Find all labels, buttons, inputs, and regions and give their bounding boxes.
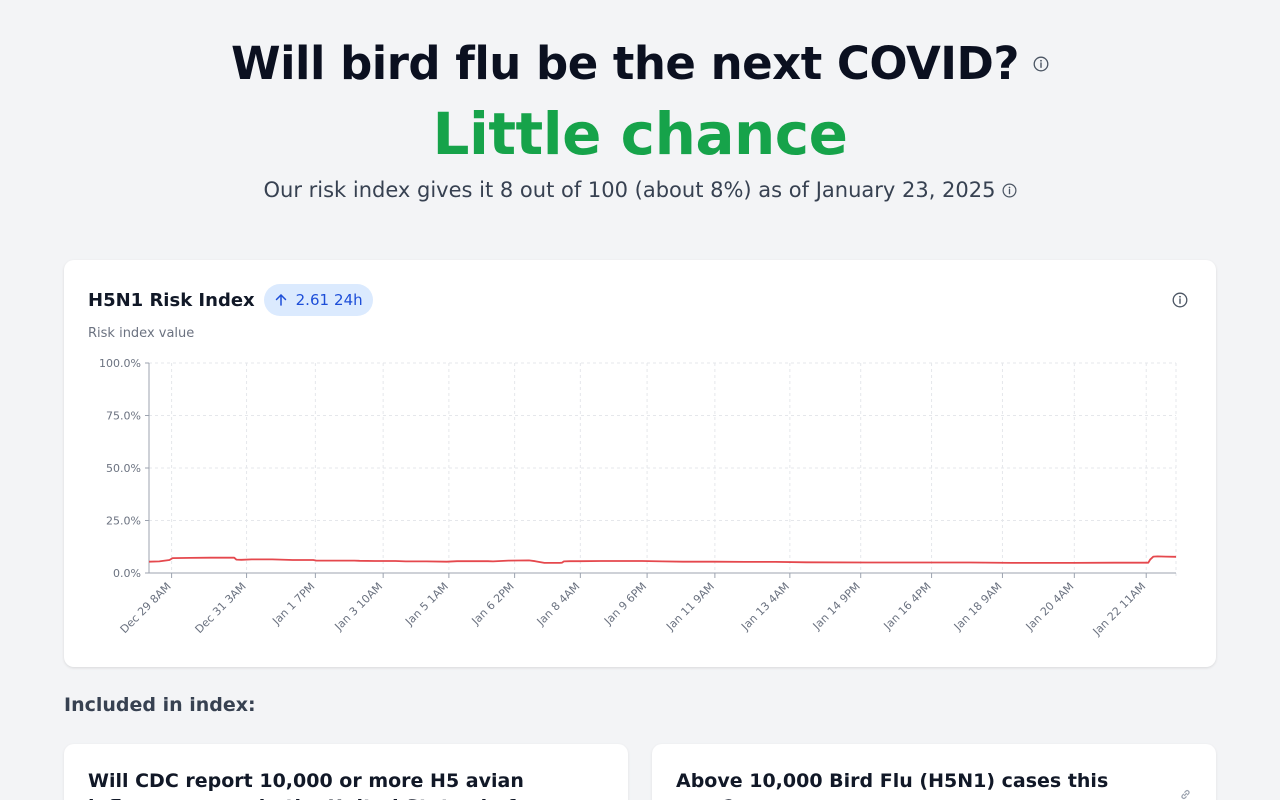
page-title: Will bird flu be the next COVID? [231,36,1049,92]
series-layer [148,555,1177,564]
included-heading: Included in index: [64,694,256,716]
verdict: Little chance [432,100,848,168]
series-line [148,555,1177,564]
x-tick-label: Jan 14 9PM [810,580,863,633]
market-title-row: Above 10,000 Bird Flu (H5N1) cases this … [676,768,1192,800]
card-header: H5N1 Risk Index 2.61 24h [88,284,373,316]
arrow-up-icon [275,294,286,306]
x-tick-label: Jan 18 9AM [951,580,1005,634]
x-tick-label: Jan 11 9AM [663,580,717,634]
y-tick-label: 0.0% [113,567,141,580]
market-title[interactable]: Above 10,000 Bird Flu (H5N1) cases this … [676,770,1109,800]
x-tick-label: Jan 8 4AM [534,580,583,629]
market-card[interactable]: Above 10,000 Bird Flu (H5N1) cases this … [652,744,1216,800]
info-icon[interactable] [1033,56,1049,72]
axis-layer: 0.0% 25.0% 50.0% 75.0% 100.0% Dec 29 8AM Dec 3… [99,357,1176,639]
y-tick-label: 50.0% [106,462,141,475]
risk-index-chart: 0.0% 25.0% 50.0% 75.0% 100.0% Dec 29 8AM Dec 3… [99,357,1177,639]
x-tick-label: Jan 6 2PM [469,580,517,628]
risk-summary-text: Our risk index gives it 8 out of 100 (ab… [263,178,996,202]
risk-summary: Our risk index gives it 8 out of 100 (ab… [263,178,1017,202]
y-tick-label: 75.0% [106,410,141,423]
x-tick-label: Jan 5 1AM [402,580,451,629]
x-tick-label: Jan 9 6PM [601,580,649,628]
market-title[interactable]: Will CDC report 10,000 or more H5 avian … [88,770,551,800]
x-tick-label: Dec 31 3AM [193,580,249,636]
x-tick-label: Jan 13 4AM [738,580,792,634]
change-badge: 2.61 24h [263,284,373,316]
hero: Will bird flu be the next COVID? Little … [0,0,1280,202]
x-tick-label: Dec 29 8AM [118,580,174,636]
y-tick-label: 100.0% [99,357,141,370]
info-icon[interactable] [1172,292,1188,308]
card-title: H5N1 Risk Index [88,289,255,311]
y-axis-caption: Risk index value [88,326,195,341]
x-tick-label: Jan 3 10AM [332,580,386,634]
grid-layer [149,362,1177,578]
x-tick-label: Jan 16 4PM [881,580,934,633]
x-tick-label: Jan 22 11AM [1090,580,1149,639]
link-icon[interactable] [1179,788,1192,800]
risk-index-card: H5N1 Risk Index 2.61 24h Risk index valu… [64,260,1216,667]
x-tick-label: Jan 1 7PM [269,580,317,628]
badge-delta: 2.61 [295,291,330,309]
y-tick-label: 25.0% [106,515,141,528]
market-card[interactable]: Will CDC report 10,000 or more H5 avian … [64,744,628,800]
page-title-text: Will bird flu be the next COVID? [231,37,1019,90]
badge-period: 24h [334,291,363,309]
info-icon[interactable] [1002,183,1017,198]
x-tick-label: Jan 20 4AM [1023,580,1077,634]
